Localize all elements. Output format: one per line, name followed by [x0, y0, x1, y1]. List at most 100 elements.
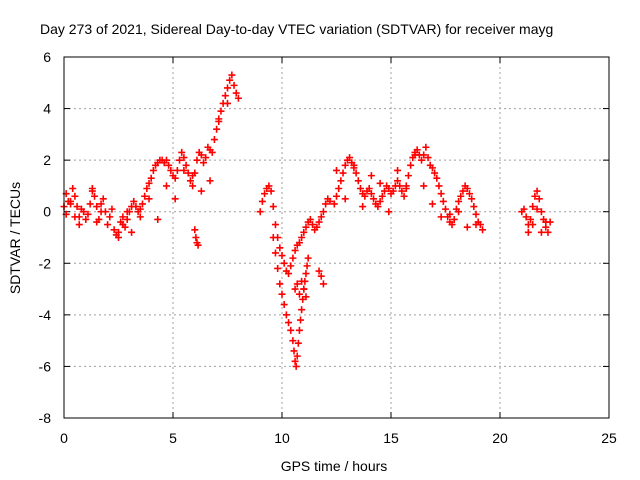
- data-point: [524, 228, 532, 236]
- data-point: [173, 166, 181, 174]
- data-point: [455, 208, 463, 216]
- data-point: [189, 172, 197, 180]
- data-point: [394, 177, 402, 185]
- data-point: [437, 190, 445, 198]
- data-point: [293, 352, 301, 360]
- data-point: [535, 195, 543, 203]
- data-point: [291, 357, 299, 365]
- data-point: [228, 71, 236, 79]
- x-tick-label: 5: [169, 430, 177, 446]
- data-point: [132, 203, 140, 211]
- data-point: [295, 290, 303, 298]
- data-point: [294, 339, 302, 347]
- data-point: [411, 151, 419, 159]
- data-point: [67, 197, 75, 205]
- data-point: [354, 177, 362, 185]
- data-point: [317, 213, 325, 221]
- data-point: [147, 174, 155, 182]
- data-point: [309, 221, 317, 229]
- data-point: [333, 166, 340, 174]
- y-tick-label: -2: [39, 255, 52, 271]
- data-point: [300, 285, 308, 293]
- data-point: [69, 185, 77, 193]
- data-point: [217, 107, 225, 115]
- data-point: [289, 337, 297, 345]
- data-point: [350, 161, 358, 169]
- data-point: [352, 169, 360, 177]
- data-point: [326, 197, 334, 205]
- data-point: [213, 125, 221, 133]
- data-point: [256, 208, 264, 216]
- data-point: [370, 195, 378, 203]
- data-point: [367, 190, 375, 198]
- data-point: [297, 316, 305, 324]
- data-point: [428, 164, 436, 172]
- data-point: [299, 295, 307, 303]
- data-point: [293, 280, 301, 288]
- data-point: [301, 277, 309, 285]
- data-point: [265, 182, 273, 190]
- data-point: [106, 213, 114, 221]
- data-point: [123, 208, 131, 216]
- data-point: [400, 192, 408, 200]
- data-point: [149, 166, 157, 174]
- data-point: [295, 326, 303, 334]
- data-point: [73, 203, 81, 211]
- data-point: [295, 239, 303, 247]
- y-tick-label: 0: [43, 204, 51, 220]
- data-point: [224, 99, 231, 107]
- data-point: [413, 146, 421, 154]
- data-point: [276, 244, 284, 252]
- data-point: [269, 234, 277, 241]
- data-point: [97, 200, 105, 208]
- data-point: [291, 246, 299, 254]
- data-point: [470, 203, 478, 211]
- data-point: [258, 197, 266, 205]
- data-point: [463, 185, 471, 193]
- data-point: [232, 89, 240, 97]
- data-point: [306, 215, 314, 223]
- data-point: [189, 182, 197, 190]
- data-point: [385, 208, 393, 216]
- data-point: [333, 192, 340, 200]
- data-point: [465, 190, 473, 198]
- data-point: [200, 159, 208, 167]
- data-point: [99, 195, 107, 203]
- data-point: [280, 301, 288, 309]
- data-point: [291, 285, 299, 293]
- data-point: [407, 161, 415, 169]
- data-point: [162, 182, 170, 190]
- data-point: [302, 223, 310, 231]
- data-point: [176, 156, 184, 164]
- data-point: [302, 270, 310, 278]
- data-point: [136, 205, 144, 213]
- data-point: [75, 221, 83, 229]
- data-point: [531, 192, 539, 200]
- data-point: [356, 185, 364, 193]
- data-point: [455, 197, 463, 205]
- data-point: [162, 156, 170, 164]
- data-point: [206, 177, 214, 185]
- data-point: [154, 215, 162, 223]
- data-point: [86, 200, 94, 208]
- plot-frame: [63, 56, 610, 419]
- y-axis-label: SDTVAR / TECUs: [7, 182, 23, 294]
- data-point: [303, 262, 311, 270]
- data-point: [335, 185, 343, 193]
- data-point: [315, 267, 323, 275]
- data-point: [290, 347, 298, 355]
- data-point: [341, 195, 349, 203]
- y-tick-label: -8: [39, 410, 52, 426]
- data-point: [224, 84, 231, 92]
- chart-title: Day 273 of 2021, Sidereal Day-to-day VTE…: [40, 21, 553, 37]
- data-point: [537, 208, 545, 216]
- data-point: [234, 94, 242, 102]
- data-point: [394, 166, 402, 174]
- data-point: [367, 172, 375, 180]
- data-point: [230, 81, 238, 89]
- data-point: [380, 187, 388, 195]
- y-tick-label: 4: [43, 101, 51, 117]
- data-point: [93, 203, 101, 211]
- data-point: [389, 187, 397, 195]
- data-point: [115, 234, 122, 241]
